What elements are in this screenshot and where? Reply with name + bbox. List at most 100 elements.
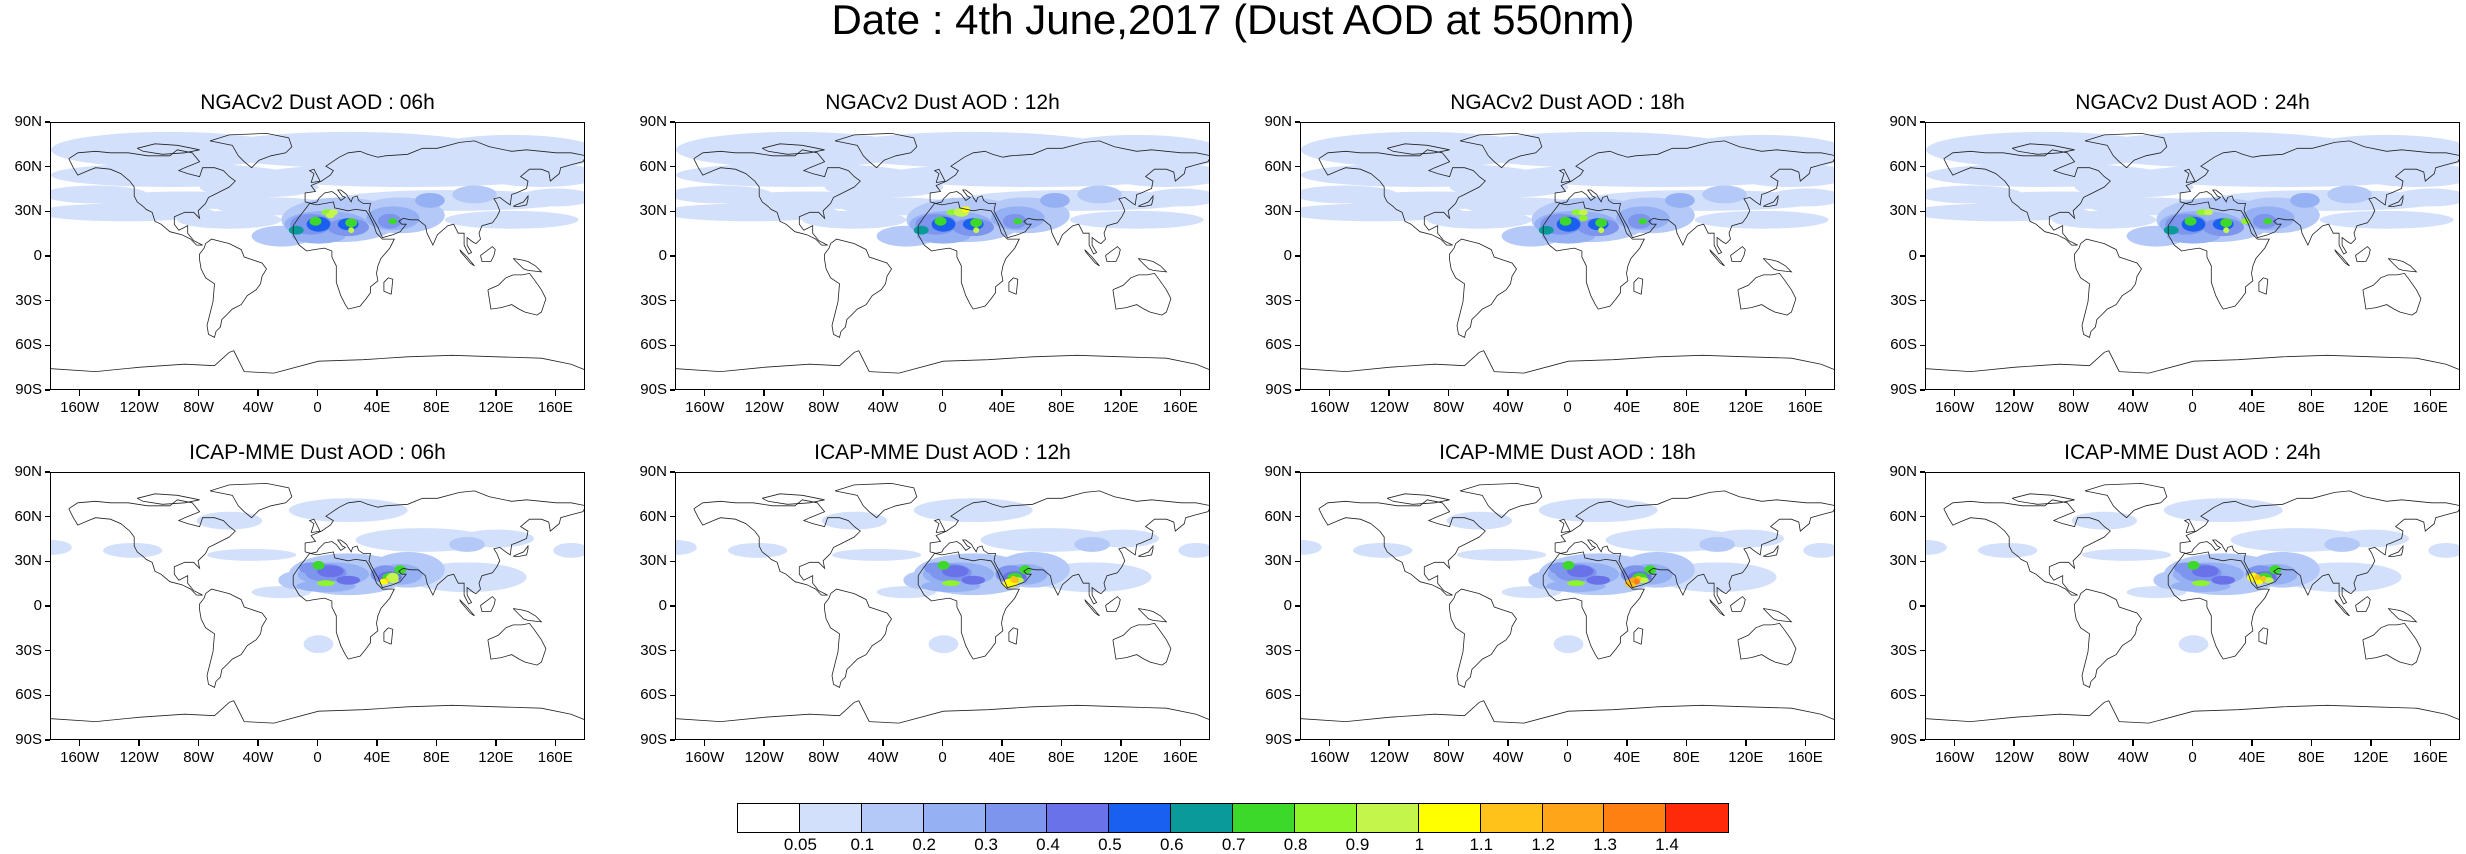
coastline [383,627,394,645]
aod-contour [1638,218,1648,225]
lon-label: 120E [1103,399,1139,416]
coastline [459,249,475,267]
coastline [1926,700,2459,724]
coastline [1084,249,1100,267]
aod-contour [934,216,947,226]
lon-tick [703,390,706,396]
map-svg [51,482,584,724]
lon-label: 40W [2117,749,2149,766]
aod-contour [942,580,960,587]
lon-tick [2251,740,2253,746]
coastline [1449,238,1517,338]
lon-tick [1804,740,1807,746]
lon-tick [138,390,140,396]
aod-contour [1562,560,1575,570]
lat-tick [45,649,50,652]
lon-label: 0 [2188,399,2197,416]
coastline [2179,490,2459,605]
aod-contour [1457,131,1740,168]
colorbar-label: 0.2 [912,835,936,854]
dust-aod-map [1300,472,1835,740]
lon-tick [1626,740,1628,746]
lon-tick [1566,740,1569,746]
lat-tick [670,694,675,697]
coastline [1112,622,1172,666]
lat-label: 30N [1264,552,1292,570]
lat-tick [670,471,675,473]
lon-label: 0 [313,749,322,766]
aod-contour [1644,565,1657,575]
lon-tick [376,390,378,396]
lat-label: 30N [14,552,42,570]
coastline [199,588,267,688]
aod-contour [973,227,980,234]
lon-label: 160W [60,399,100,416]
colorbar-swatch [1109,804,1172,832]
lon-tick [2370,390,2372,396]
coastline [1008,277,1019,295]
lon-tick [941,390,944,396]
lat-tick [1920,299,1925,302]
aod-contour [394,565,407,575]
lon-label: 80E [1048,399,1075,416]
lat-tick [670,389,675,391]
lat-tick [45,471,50,473]
aod-contour [2163,498,2283,523]
lon-tick [1804,390,1807,396]
map-svg [1926,482,2459,724]
lat-tick [45,210,50,213]
coastline [1633,277,1644,295]
panel-title: ICAP-MME Dust AOD : 24h [2064,441,2321,464]
aod-contour [1702,185,1747,204]
lon-tick [435,390,438,396]
aod-contour [1978,542,2038,558]
lon-tick [2132,740,2134,746]
lon-tick [1001,740,1003,746]
lat-tick [45,605,50,607]
coastline [1943,499,2111,596]
aod-contour [928,635,959,654]
coastline [1542,551,1645,660]
lat-tick [45,299,50,302]
lon-label: 120E [1103,749,1139,766]
coastline [68,149,236,246]
lat-tick [1920,389,1925,391]
lat-tick [1295,515,1300,518]
lat-label: 90N [639,113,667,130]
coastline [2012,143,2075,155]
coastline [917,551,1020,660]
coastline [480,596,496,612]
aod-contour [2394,188,2459,207]
lon-label: 80W [2058,399,2090,416]
coastline [1301,350,1834,374]
aod-contour [1567,565,1594,578]
coastline [137,493,200,505]
lon-tick [197,390,200,396]
coastline [199,238,267,338]
lon-tick [2072,740,2075,746]
aod-contour [2134,163,2432,188]
coastline [1737,622,1797,666]
aod-contour [1769,188,1834,207]
lon-label: 80E [423,399,450,416]
lon-tick [1001,390,1003,396]
aod-contour [2071,511,2138,530]
lat-label: 60N [14,507,42,525]
colorbar-swatch [1171,804,1234,832]
aod-contour [676,540,697,555]
lon-label: 80E [423,749,450,766]
colorbar-label: 1.1 [1469,835,1494,854]
lon-tick [1953,740,1956,746]
dust-aod-map [675,122,1210,390]
lat-tick [670,255,675,257]
lat-tick [1295,299,1300,302]
lon-label: 40E [1613,749,1641,766]
dust-aod-map [50,472,585,740]
lat-label: 60S [15,336,42,354]
lat-label: 30S [1265,641,1292,659]
colorbar-swatch [985,804,1048,832]
panel-title: NGACv2 Dust AOD : 24h [2075,91,2310,114]
lat-label: 30N [639,552,667,570]
lat-tick [1295,389,1300,391]
colorbar-swatch [1233,804,1296,832]
